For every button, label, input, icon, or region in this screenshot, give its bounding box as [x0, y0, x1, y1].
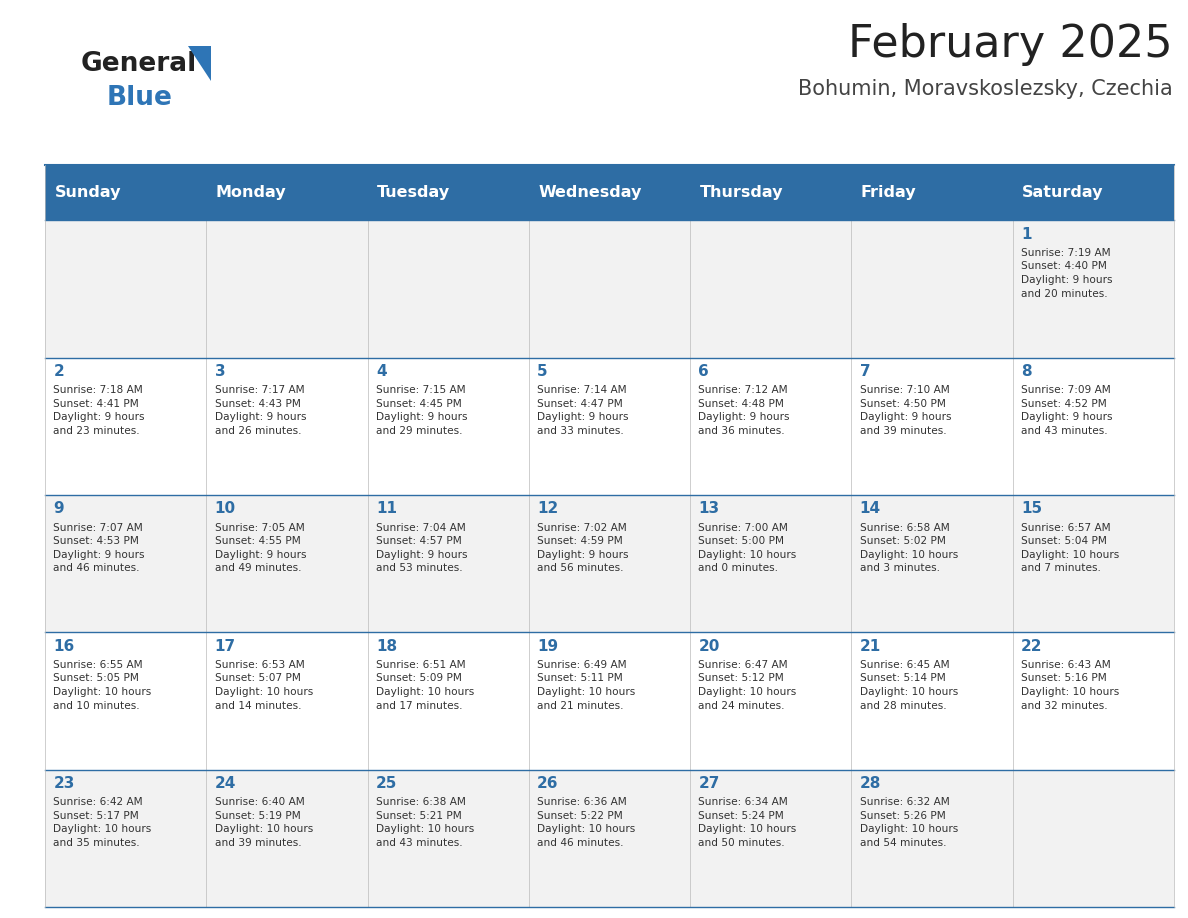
Text: Sunrise: 7:07 AM
Sunset: 4:53 PM
Daylight: 9 hours
and 46 minutes.: Sunrise: 7:07 AM Sunset: 4:53 PM Dayligh…: [53, 522, 145, 574]
Text: Sunrise: 6:38 AM
Sunset: 5:21 PM
Daylight: 10 hours
and 43 minutes.: Sunrise: 6:38 AM Sunset: 5:21 PM Dayligh…: [375, 797, 474, 848]
Text: General: General: [81, 51, 197, 77]
Text: 12: 12: [537, 501, 558, 517]
Text: Sunrise: 6:40 AM
Sunset: 5:19 PM
Daylight: 10 hours
and 39 minutes.: Sunrise: 6:40 AM Sunset: 5:19 PM Dayligh…: [215, 797, 312, 848]
Text: Sunrise: 7:10 AM
Sunset: 4:50 PM
Daylight: 9 hours
and 39 minutes.: Sunrise: 7:10 AM Sunset: 4:50 PM Dayligh…: [860, 386, 952, 436]
Text: 15: 15: [1020, 501, 1042, 517]
Text: 21: 21: [860, 639, 880, 654]
Text: Sunrise: 7:02 AM
Sunset: 4:59 PM
Daylight: 9 hours
and 56 minutes.: Sunrise: 7:02 AM Sunset: 4:59 PM Dayligh…: [537, 522, 628, 574]
Bar: [45, 633, 1174, 769]
Bar: [45, 769, 1174, 907]
Text: Sunrise: 7:05 AM
Sunset: 4:55 PM
Daylight: 9 hours
and 49 minutes.: Sunrise: 7:05 AM Sunset: 4:55 PM Dayligh…: [215, 522, 307, 574]
Text: 24: 24: [215, 776, 236, 791]
Text: 27: 27: [699, 776, 720, 791]
Bar: [45, 358, 1174, 495]
Text: 4: 4: [375, 364, 386, 379]
Text: 19: 19: [537, 639, 558, 654]
Text: 17: 17: [215, 639, 235, 654]
Text: 26: 26: [537, 776, 558, 791]
Bar: [690, 165, 852, 220]
Text: Sunrise: 7:09 AM
Sunset: 4:52 PM
Daylight: 9 hours
and 43 minutes.: Sunrise: 7:09 AM Sunset: 4:52 PM Dayligh…: [1020, 386, 1112, 436]
Text: Wednesday: Wednesday: [538, 185, 642, 200]
Text: Tuesday: Tuesday: [377, 185, 450, 200]
Text: 28: 28: [860, 776, 881, 791]
Text: 7: 7: [860, 364, 871, 379]
Text: Sunrise: 6:49 AM
Sunset: 5:11 PM
Daylight: 10 hours
and 21 minutes.: Sunrise: 6:49 AM Sunset: 5:11 PM Dayligh…: [537, 660, 636, 711]
Text: 25: 25: [375, 776, 397, 791]
Text: 10: 10: [215, 501, 235, 517]
Text: Sunrise: 7:04 AM
Sunset: 4:57 PM
Daylight: 9 hours
and 53 minutes.: Sunrise: 7:04 AM Sunset: 4:57 PM Dayligh…: [375, 522, 467, 574]
Text: Sunrise: 6:53 AM
Sunset: 5:07 PM
Daylight: 10 hours
and 14 minutes.: Sunrise: 6:53 AM Sunset: 5:07 PM Dayligh…: [215, 660, 312, 711]
Text: Monday: Monday: [216, 185, 286, 200]
Text: Sunrise: 7:18 AM
Sunset: 4:41 PM
Daylight: 9 hours
and 23 minutes.: Sunrise: 7:18 AM Sunset: 4:41 PM Dayligh…: [53, 386, 145, 436]
Bar: [45, 220, 1174, 358]
Text: Sunrise: 6:57 AM
Sunset: 5:04 PM
Daylight: 10 hours
and 7 minutes.: Sunrise: 6:57 AM Sunset: 5:04 PM Dayligh…: [1020, 522, 1119, 574]
Text: February 2025: February 2025: [848, 23, 1173, 65]
Text: 3: 3: [215, 364, 226, 379]
Text: Sunrise: 6:55 AM
Sunset: 5:05 PM
Daylight: 10 hours
and 10 minutes.: Sunrise: 6:55 AM Sunset: 5:05 PM Dayligh…: [53, 660, 152, 711]
Text: 8: 8: [1020, 364, 1031, 379]
Text: Sunrise: 6:32 AM
Sunset: 5:26 PM
Daylight: 10 hours
and 54 minutes.: Sunrise: 6:32 AM Sunset: 5:26 PM Dayligh…: [860, 797, 958, 848]
Text: 16: 16: [53, 639, 75, 654]
Text: Sunrise: 6:47 AM
Sunset: 5:12 PM
Daylight: 10 hours
and 24 minutes.: Sunrise: 6:47 AM Sunset: 5:12 PM Dayligh…: [699, 660, 797, 711]
Text: Blue: Blue: [107, 85, 172, 111]
Text: Sunrise: 6:58 AM
Sunset: 5:02 PM
Daylight: 10 hours
and 3 minutes.: Sunrise: 6:58 AM Sunset: 5:02 PM Dayligh…: [860, 522, 958, 574]
Text: Sunrise: 6:43 AM
Sunset: 5:16 PM
Daylight: 10 hours
and 32 minutes.: Sunrise: 6:43 AM Sunset: 5:16 PM Dayligh…: [1020, 660, 1119, 711]
Text: Sunrise: 7:12 AM
Sunset: 4:48 PM
Daylight: 9 hours
and 36 minutes.: Sunrise: 7:12 AM Sunset: 4:48 PM Dayligh…: [699, 386, 790, 436]
Text: 1: 1: [1020, 227, 1031, 241]
Text: 14: 14: [860, 501, 880, 517]
Bar: [1012, 165, 1174, 220]
Text: 22: 22: [1020, 639, 1042, 654]
Text: Sunrise: 7:00 AM
Sunset: 5:00 PM
Daylight: 10 hours
and 0 minutes.: Sunrise: 7:00 AM Sunset: 5:00 PM Dayligh…: [699, 522, 797, 574]
Bar: [207, 165, 367, 220]
Text: Sunday: Sunday: [55, 185, 121, 200]
Text: Sunrise: 6:34 AM
Sunset: 5:24 PM
Daylight: 10 hours
and 50 minutes.: Sunrise: 6:34 AM Sunset: 5:24 PM Dayligh…: [699, 797, 797, 848]
Text: 23: 23: [53, 776, 75, 791]
Text: Sunrise: 6:36 AM
Sunset: 5:22 PM
Daylight: 10 hours
and 46 minutes.: Sunrise: 6:36 AM Sunset: 5:22 PM Dayligh…: [537, 797, 636, 848]
Text: Sunrise: 7:19 AM
Sunset: 4:40 PM
Daylight: 9 hours
and 20 minutes.: Sunrise: 7:19 AM Sunset: 4:40 PM Dayligh…: [1020, 248, 1112, 298]
Text: Saturday: Saturday: [1022, 185, 1104, 200]
Text: Bohumin, Moravskoslezsky, Czechia: Bohumin, Moravskoslezsky, Czechia: [798, 79, 1173, 99]
Bar: [529, 165, 690, 220]
Text: Sunrise: 7:17 AM
Sunset: 4:43 PM
Daylight: 9 hours
and 26 minutes.: Sunrise: 7:17 AM Sunset: 4:43 PM Dayligh…: [215, 386, 307, 436]
Text: 20: 20: [699, 639, 720, 654]
Bar: [45, 165, 207, 220]
Text: 18: 18: [375, 639, 397, 654]
Bar: [367, 165, 529, 220]
Text: Thursday: Thursday: [700, 185, 783, 200]
Text: Sunrise: 6:42 AM
Sunset: 5:17 PM
Daylight: 10 hours
and 35 minutes.: Sunrise: 6:42 AM Sunset: 5:17 PM Dayligh…: [53, 797, 152, 848]
Text: Sunrise: 6:45 AM
Sunset: 5:14 PM
Daylight: 10 hours
and 28 minutes.: Sunrise: 6:45 AM Sunset: 5:14 PM Dayligh…: [860, 660, 958, 711]
Text: 11: 11: [375, 501, 397, 517]
Text: 9: 9: [53, 501, 64, 517]
Text: 2: 2: [53, 364, 64, 379]
Polygon shape: [188, 46, 211, 81]
Text: Sunrise: 7:14 AM
Sunset: 4:47 PM
Daylight: 9 hours
and 33 minutes.: Sunrise: 7:14 AM Sunset: 4:47 PM Dayligh…: [537, 386, 628, 436]
Text: Sunrise: 6:51 AM
Sunset: 5:09 PM
Daylight: 10 hours
and 17 minutes.: Sunrise: 6:51 AM Sunset: 5:09 PM Dayligh…: [375, 660, 474, 711]
Bar: [852, 165, 1012, 220]
Bar: [45, 495, 1174, 633]
Text: Friday: Friday: [861, 185, 916, 200]
Text: Sunrise: 7:15 AM
Sunset: 4:45 PM
Daylight: 9 hours
and 29 minutes.: Sunrise: 7:15 AM Sunset: 4:45 PM Dayligh…: [375, 386, 467, 436]
Text: 6: 6: [699, 364, 709, 379]
Text: 5: 5: [537, 364, 548, 379]
Text: 13: 13: [699, 501, 720, 517]
